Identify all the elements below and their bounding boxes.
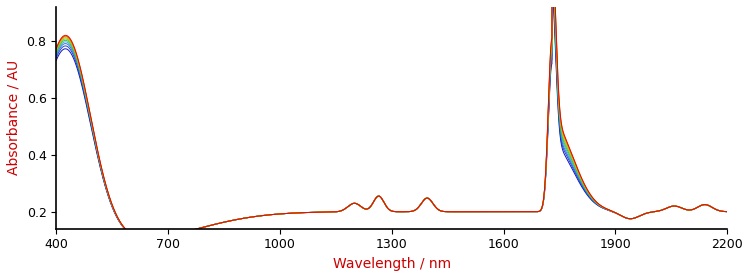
- Y-axis label: Absorbance / AU: Absorbance / AU: [7, 60, 21, 175]
- X-axis label: Wavelength / nm: Wavelength / nm: [333, 257, 451, 271]
